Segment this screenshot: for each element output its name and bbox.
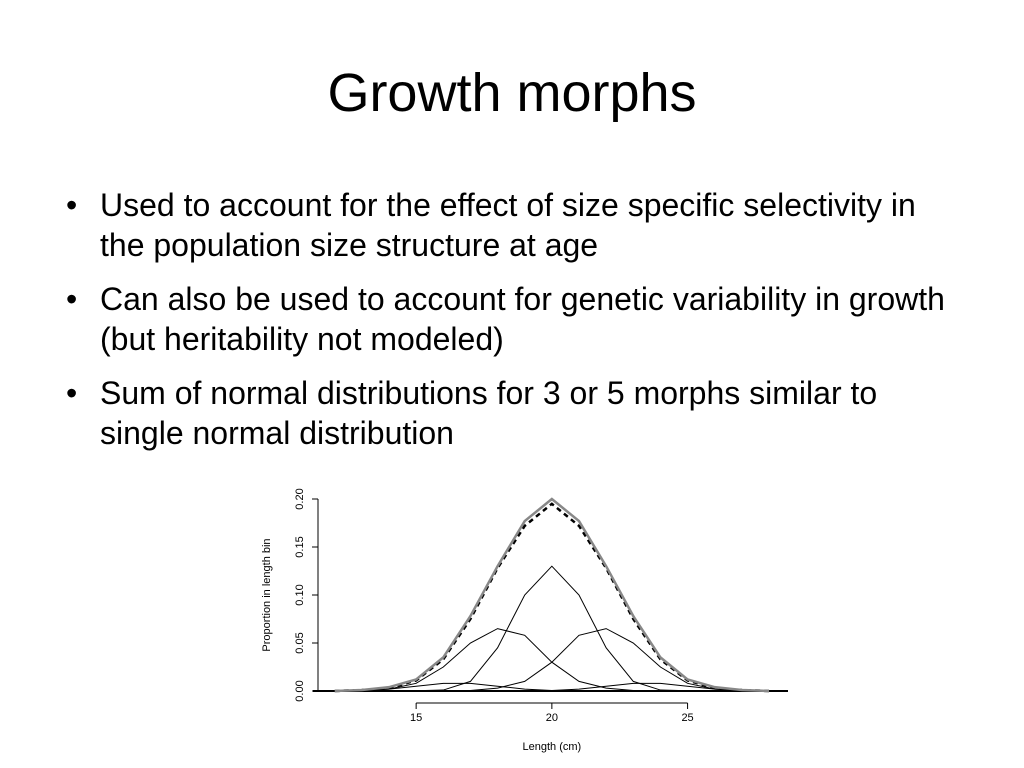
bullet: Can also be used to account for genetic …	[60, 279, 960, 359]
series-line	[334, 497, 770, 693]
y-tick-label: 0.10	[294, 584, 306, 605]
slide-title: Growth morphs	[327, 63, 697, 123]
x-axis-label: Length (cm)	[523, 741, 582, 753]
y-tick-label: 0.05	[294, 632, 306, 653]
y-tick-label: 0.20	[294, 488, 306, 509]
y-tick-label: 0.00	[294, 680, 306, 701]
bullet-list: Used to account for the effect of size s…	[60, 185, 960, 467]
series-line	[334, 502, 770, 693]
x-tick-label: 20	[546, 712, 558, 724]
x-tick-label: 25	[681, 712, 693, 724]
series-line	[334, 628, 770, 692]
x-tick-label: 15	[410, 712, 422, 724]
series-line	[334, 628, 769, 692]
bullet: Sum of normal distributions for 3 or 5 m…	[60, 373, 960, 453]
series-line	[334, 565, 769, 692]
bullet: Used to account for the effect of size s…	[60, 185, 960, 265]
y-axis-label: Proportion in length bin	[261, 538, 273, 651]
y-tick-label: 0.15	[294, 536, 306, 557]
